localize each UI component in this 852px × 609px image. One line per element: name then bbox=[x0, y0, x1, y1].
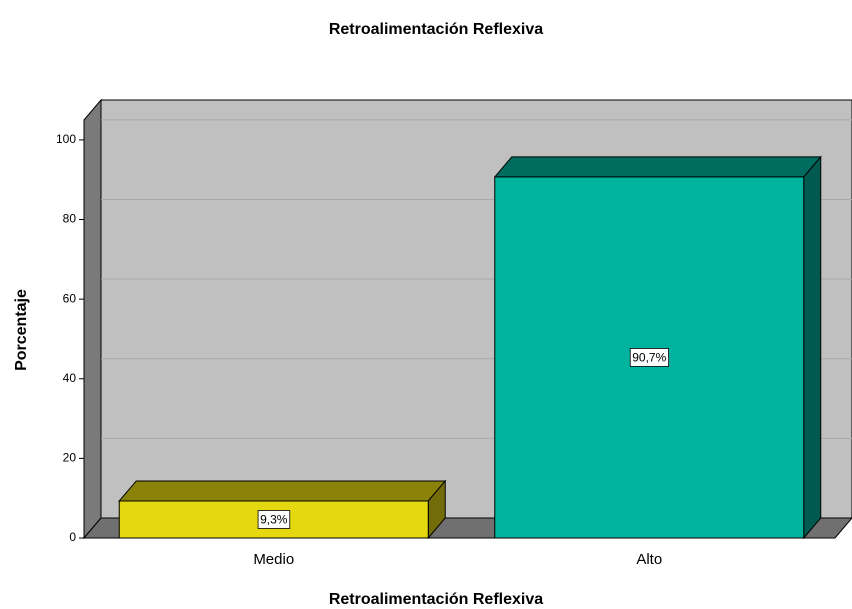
y-tick-label: 0 bbox=[69, 530, 76, 544]
value-label: 9,3% bbox=[260, 513, 288, 527]
y-tick-label: 80 bbox=[63, 212, 77, 226]
bar-top bbox=[493, 156, 822, 178]
value-label-box bbox=[257, 510, 291, 529]
y-tick-label: 40 bbox=[63, 371, 77, 385]
x-axis-title: Retroalimentación Reflexiva bbox=[329, 591, 543, 608]
y-tick-label: 100 bbox=[56, 132, 76, 146]
y-tick-label: 60 bbox=[63, 291, 77, 305]
bar-top bbox=[118, 480, 447, 502]
x-tick-label: Medio bbox=[253, 551, 294, 568]
y-axis-title: Porcentaje bbox=[13, 289, 30, 371]
value-label: 90,7% bbox=[632, 351, 666, 365]
chart-title: Retroalimentación Reflexiva bbox=[329, 21, 543, 38]
y-tick-label: 20 bbox=[63, 451, 77, 465]
bar-side bbox=[803, 155, 822, 540]
left-wall bbox=[83, 98, 102, 540]
x-tick-label: Alto bbox=[636, 551, 662, 568]
value-label-box bbox=[629, 348, 669, 367]
